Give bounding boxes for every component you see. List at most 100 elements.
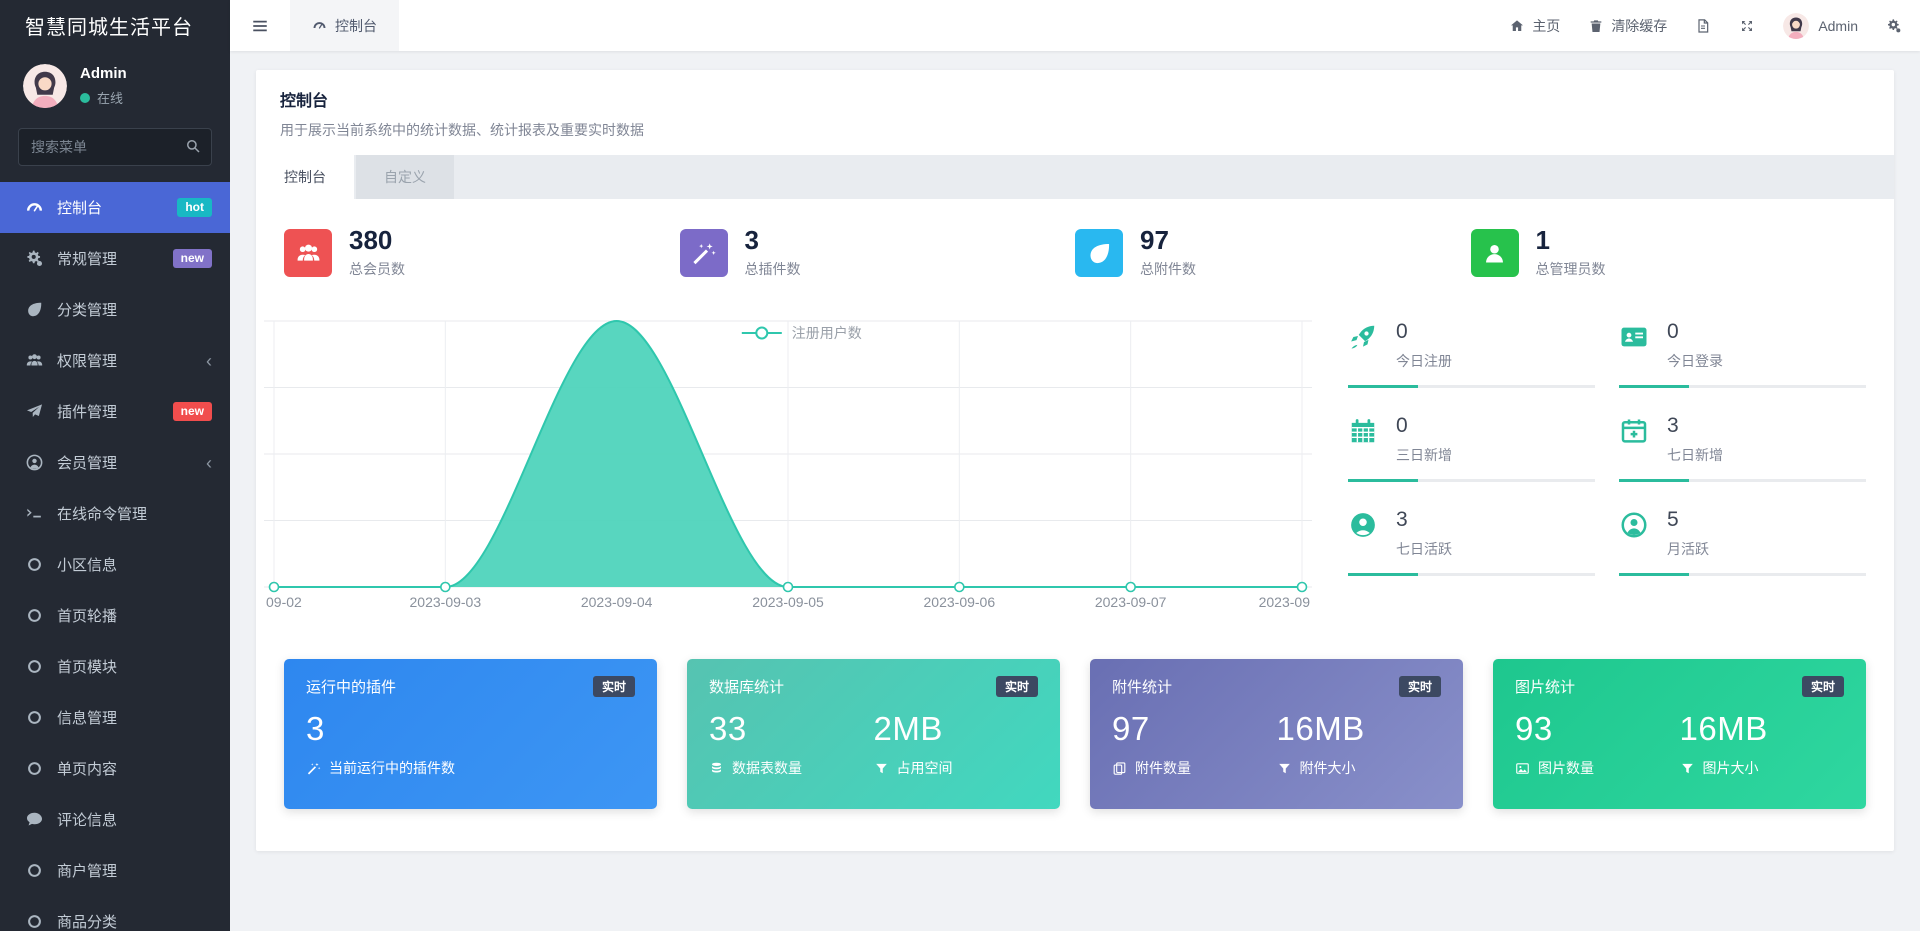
circle-icon — [25, 555, 44, 574]
search-input[interactable] — [18, 128, 212, 166]
sidebar-item[interactable]: 控制台 hot — [0, 182, 230, 233]
panel-tab[interactable]: 控制台 — [256, 155, 354, 199]
menu-toggle-button[interactable] — [230, 17, 290, 35]
mini-stat-label: 三日新增 — [1396, 447, 1452, 464]
card-metric: 97 附件数量 — [1112, 710, 1277, 778]
metric-label: 附件数量 — [1135, 760, 1191, 777]
svg-text:09-02: 09-02 — [266, 594, 302, 610]
navbar-user[interactable]: Admin — [1783, 12, 1858, 39]
menu-badge: new — [172, 249, 212, 268]
calendar-icon — [1348, 416, 1382, 450]
home-icon — [1511, 19, 1524, 31]
circle-icon — [25, 759, 44, 778]
stat-card: 97 总附件数 — [1075, 225, 1471, 279]
mini-stat-label: 今日登录 — [1667, 353, 1723, 370]
mini-stat-value: 0 — [1667, 320, 1679, 344]
sidebar-item[interactable]: 常规管理 new — [0, 233, 230, 284]
users-icon — [25, 351, 44, 370]
mini-stat-label: 月活跃 — [1667, 541, 1709, 558]
summary-card: 图片统计 实时 93 图片数量 — [1493, 659, 1866, 810]
sidebar-item[interactable]: 分类管理 — [0, 284, 230, 335]
settings-gears-icon-button[interactable] — [1886, 18, 1902, 34]
sidebar-item-label: 首页轮播 — [57, 608, 118, 625]
dashboard-icon — [312, 18, 327, 33]
sidebar-item[interactable]: 插件管理 new — [0, 386, 230, 437]
sidebar-item[interactable]: 信息管理 — [0, 692, 230, 743]
mini-stat: 0 今日登录 — [1619, 320, 1866, 389]
navbar-tab-dashboard[interactable]: 控制台 — [290, 0, 399, 51]
mini-stat-value: 0 — [1396, 320, 1408, 344]
sidebar-item-label: 小区信息 — [57, 557, 118, 574]
clear-cache-link[interactable]: 清除缓存 — [1588, 16, 1667, 36]
navbar-avatar — [1783, 12, 1810, 39]
summary-card: 附件统计 实时 97 附件数量 — [1090, 659, 1463, 810]
sidebar-item-label: 在线命令管理 — [57, 506, 148, 523]
sidebar-item[interactable]: 首页轮播 — [0, 590, 230, 641]
metric-label: 当前运行中的插件数 — [329, 760, 455, 777]
realtime-badge: 实时 — [995, 676, 1038, 698]
avatar[interactable] — [23, 64, 67, 108]
log-document-icon-button[interactable] — [1695, 18, 1711, 34]
metric-label: 图片大小 — [1702, 760, 1759, 777]
card-title: 数据库统计 — [709, 679, 785, 697]
sidebar-item-label: 商户管理 — [57, 863, 118, 880]
terminal-icon — [25, 504, 44, 523]
navbar-user-name: Admin — [1818, 17, 1858, 34]
content-area: 控制台 用于展示当前系统中的统计数据、统计报表及重要实时数据 控制台 自定义 38… — [230, 51, 1920, 931]
circle-icon — [25, 912, 44, 931]
mini-stat-value: 3 — [1396, 508, 1408, 532]
sidebar-item[interactable]: 小区信息 — [0, 539, 230, 590]
paper-plane-icon — [25, 402, 44, 421]
stat-value: 97 — [1140, 225, 1169, 255]
calendar-plus-icon — [1619, 416, 1653, 450]
stat-value: 380 — [349, 225, 393, 255]
sidebar-item[interactable]: 在线命令管理 — [0, 488, 230, 539]
sidebar-item[interactable]: 会员管理 ‹ — [0, 437, 230, 488]
circle-icon — [25, 861, 44, 880]
sidebar-item[interactable]: 商户管理 — [0, 845, 230, 896]
sidebar-item[interactable]: 权限管理 ‹ — [0, 335, 230, 386]
sidebar-item-label: 评论信息 — [57, 812, 118, 829]
metric-value: 16MB — [1276, 710, 1365, 748]
sidebar-item[interactable]: 评论信息 — [0, 794, 230, 845]
stat-card: 3 总插件数 — [679, 225, 1076, 279]
image-icon — [1515, 761, 1530, 776]
sidebar: 智慧同城生活平台 Admin 在线 控制台 hot 常规管理 — [0, 0, 230, 931]
dashboard-icon — [25, 198, 44, 217]
stat-value: 1 — [1535, 225, 1550, 255]
sidebar-search — [18, 128, 212, 166]
menu-badge: new — [172, 402, 212, 421]
panel-tab[interactable]: 自定义 — [356, 155, 454, 199]
stat-label: 总插件数 — [744, 261, 801, 278]
database-icon — [709, 761, 724, 776]
mini-stats-grid: 0 今日注册 0 今日登录 — [1348, 319, 1866, 615]
svg-text:注册用户数: 注册用户数 — [792, 325, 862, 341]
svg-text:2023-09-03: 2023-09-03 — [410, 594, 482, 610]
mini-stat: 3 七日活跃 — [1348, 508, 1595, 577]
sidebar-item-label: 首页模块 — [57, 659, 118, 676]
magic-icon — [679, 229, 728, 278]
home-link[interactable]: 主页 — [1509, 16, 1560, 36]
top-navbar: 控制台 主页 清除缓存 Admin — [230, 0, 1920, 51]
metric-value: 3 — [306, 710, 325, 748]
mini-stat: 5 月活跃 — [1619, 509, 1866, 577]
mini-stat-label: 七日新增 — [1667, 447, 1723, 464]
leaf-icon — [25, 300, 44, 319]
mini-stat-label: 今日注册 — [1396, 353, 1452, 370]
sidebar-item[interactable]: 首页模块 — [0, 641, 230, 692]
mini-stat-value: 0 — [1396, 414, 1408, 438]
user-profile: Admin 在线 — [0, 51, 230, 118]
fullscreen-icon-button[interactable] — [1739, 18, 1755, 34]
card-title: 运行中的插件 — [306, 679, 397, 697]
sidebar-item[interactable]: 商品分类 — [0, 896, 230, 931]
stat-value: 3 — [744, 225, 759, 255]
user-circle-o-icon — [25, 453, 44, 472]
svg-text:2023-09-07: 2023-09-07 — [1095, 594, 1167, 610]
svg-text:2023-09: 2023-09 — [1259, 594, 1311, 610]
page-subtitle: 用于展示当前系统中的统计数据、统计报表及重要实时数据 — [280, 122, 644, 138]
sidebar-item[interactable]: 单页内容 — [0, 743, 230, 794]
stat-card: 380 总会员数 — [284, 225, 680, 279]
panel-tabs: 控制台 自定义 — [256, 155, 1894, 199]
gears-icon — [1888, 18, 1901, 32]
document-icon — [1698, 18, 1709, 33]
